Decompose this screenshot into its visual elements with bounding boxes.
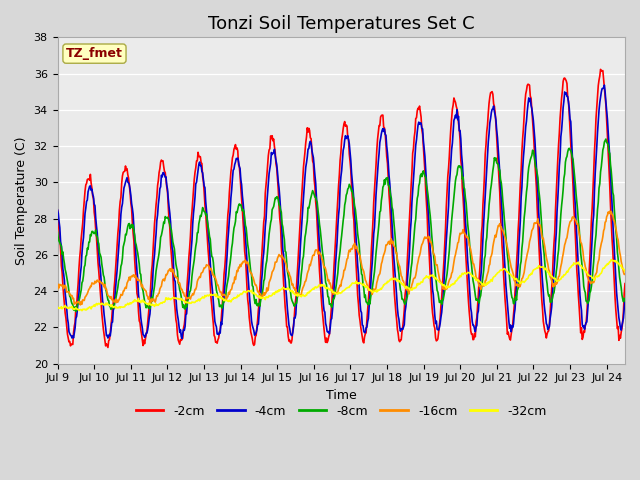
-8cm [54, 229, 61, 235]
-32cm [134, 298, 141, 304]
-32cm [56, 305, 63, 311]
-4cm [178, 336, 186, 341]
-2cm [104, 345, 112, 350]
Line: -32cm: -32cm [58, 260, 625, 311]
-4cm [133, 268, 141, 274]
-32cm [296, 293, 304, 299]
-8cm [72, 309, 80, 314]
-8cm [296, 281, 304, 287]
-8cm [56, 240, 63, 245]
-8cm [621, 298, 629, 303]
-2cm [476, 276, 483, 282]
-16cm [461, 232, 469, 238]
-16cm [134, 277, 141, 283]
-32cm [607, 257, 615, 263]
-32cm [318, 282, 326, 288]
Text: TZ_fmet: TZ_fmet [66, 47, 123, 60]
-32cm [476, 278, 483, 284]
-2cm [56, 235, 63, 240]
-2cm [318, 302, 326, 308]
-16cm [296, 293, 304, 299]
-2cm [296, 215, 304, 220]
-32cm [78, 308, 86, 313]
-16cm [56, 281, 63, 287]
-8cm [134, 250, 141, 256]
-2cm [596, 67, 604, 72]
-4cm [461, 217, 469, 223]
-32cm [621, 268, 629, 274]
-4cm [54, 207, 61, 213]
-4cm [318, 278, 326, 284]
-8cm [602, 136, 610, 142]
-32cm [461, 270, 469, 276]
-8cm [461, 195, 469, 201]
X-axis label: Time: Time [326, 389, 356, 402]
-2cm [54, 208, 61, 214]
-16cm [318, 257, 326, 263]
-2cm [134, 294, 141, 300]
Y-axis label: Soil Temperature (C): Soil Temperature (C) [15, 136, 28, 265]
-8cm [476, 300, 483, 306]
Legend: -2cm, -4cm, -8cm, -16cm, -32cm: -2cm, -4cm, -8cm, -16cm, -32cm [131, 400, 552, 423]
-8cm [318, 241, 326, 247]
-4cm [476, 297, 483, 303]
Line: -2cm: -2cm [58, 70, 625, 348]
-16cm [476, 283, 483, 289]
-32cm [54, 305, 61, 311]
-2cm [461, 245, 469, 251]
-16cm [77, 302, 84, 308]
Line: -8cm: -8cm [58, 139, 625, 312]
-4cm [621, 297, 629, 303]
Line: -16cm: -16cm [58, 211, 625, 305]
Title: Tonzi Soil Temperatures Set C: Tonzi Soil Temperatures Set C [208, 15, 475, 33]
-16cm [54, 287, 61, 292]
-2cm [621, 281, 629, 287]
-16cm [606, 208, 614, 214]
-16cm [621, 272, 629, 277]
-4cm [56, 225, 63, 230]
-4cm [296, 243, 304, 249]
-4cm [600, 82, 608, 88]
Line: -4cm: -4cm [58, 85, 625, 338]
